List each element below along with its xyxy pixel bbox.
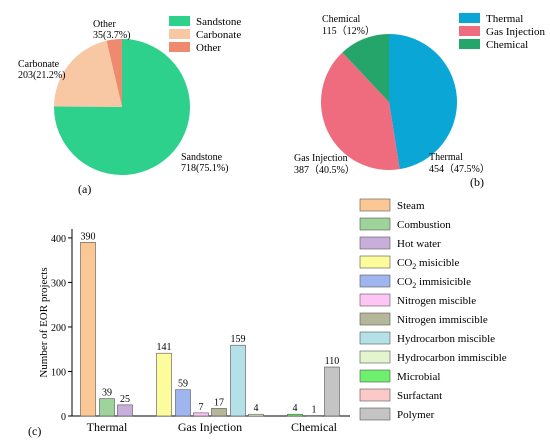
- bar-value-label: 7: [199, 402, 204, 413]
- pie-slice-thermal: [389, 34, 457, 170]
- label-value-chemical: 115（12%）: [322, 25, 375, 37]
- label-value-carbonate: 203(21.2%): [18, 70, 66, 81]
- pie-slice-carbonate: [54, 40, 123, 107]
- legend-label-other: Other: [196, 42, 221, 54]
- legend-label-co2-misicible: CO2 misicible: [397, 257, 459, 271]
- y-tick-label: 200: [51, 323, 66, 334]
- legend-swatch-gas-injection: [459, 26, 480, 36]
- legend-label-co2-immisicible: CO2 immisicible: [397, 276, 471, 290]
- legend-label-nitrogen-immiscible: Nitrogen immiscible: [397, 314, 488, 326]
- legend-label-hydrocarbon-miscible: Hydrocarbon miscible: [397, 333, 495, 345]
- x-category-label: Gas Injection: [178, 420, 242, 434]
- x-category-label: Chemical: [291, 420, 338, 434]
- bar-co2-immisicible: [175, 389, 191, 417]
- y-tick-label: 100: [51, 367, 66, 378]
- label-value-sandstone: 718(75.1%): [181, 163, 229, 174]
- legend-label-combustion: Combustion: [397, 219, 451, 231]
- panel-label-b: (b): [470, 175, 484, 189]
- label-value-other: 35(3.7%): [93, 30, 131, 41]
- label-value-thermal: 454（47.5%）: [429, 163, 490, 175]
- legend-swatch-thermal: [459, 13, 480, 23]
- bar-value-label: 4: [293, 403, 298, 414]
- bar-value-label: 1: [312, 405, 317, 416]
- legend-label-polymer: Polymer: [397, 409, 435, 421]
- y-axis-label: Number of EOR projects: [38, 267, 50, 377]
- bar-value-label: 141: [157, 342, 172, 353]
- legend-label-hot-water: Hot water: [397, 238, 441, 250]
- pie-slice-chemical: [342, 34, 389, 102]
- legend-swatch-hydrocarbon-miscible: [359, 331, 391, 345]
- legend-swatch-steam: [359, 198, 391, 212]
- bar-hot-water: [117, 404, 133, 417]
- bar-value-label: 59: [178, 379, 188, 390]
- bar-co2-misicible: [156, 352, 172, 417]
- label-name-chemical: Chemical: [322, 14, 361, 25]
- legend-swatch-surfactant: [359, 388, 391, 402]
- bar-polymer: [324, 366, 340, 417]
- legend-swatch-co2-immisicible: [359, 274, 391, 288]
- y-tick-label: 300: [51, 278, 66, 289]
- legend-swatch-nitrogen-miscible: [359, 293, 391, 307]
- legend-swatch-sandstone: [169, 16, 190, 26]
- bar-combustion: [99, 398, 115, 417]
- legend-swatch-carbonate: [169, 29, 190, 39]
- bar-value-label: 25: [120, 394, 130, 405]
- legend-label-nitrogen-miscible: Nitrogen miscible: [397, 295, 476, 307]
- legend-label-chemical: Chemical: [486, 39, 528, 51]
- x-category-label: Thermal: [87, 420, 128, 434]
- bar-hydrocarbon-miscible: [230, 344, 246, 417]
- bar-value-label: 17: [214, 397, 224, 408]
- legend-swatch-nitrogen-immiscible: [359, 312, 391, 326]
- legend-label-thermal: Thermal: [486, 13, 523, 25]
- bar-chart-eor-projects: 0 100 200 300 400 Number of EOR projects 390 39…: [38, 198, 507, 434]
- label-name-gas-injection: Gas Injection: [294, 153, 348, 164]
- legend-label-surfactant: Surfactant: [397, 390, 442, 402]
- legend-swatch-combustion: [359, 217, 391, 231]
- legend-swatch-polymer: [359, 407, 391, 421]
- label-name-thermal: Thermal: [429, 152, 463, 163]
- label-value-gas-injection: 387（40.5%）: [294, 164, 355, 176]
- bar-value-label: 390: [81, 231, 96, 242]
- panel-label-a: (a): [78, 182, 91, 196]
- legend-label-steam: Steam: [397, 200, 425, 212]
- bar-value-label: 4: [254, 403, 259, 414]
- legend-label-sandstone: Sandstone: [196, 16, 241, 28]
- bar-value-label: 39: [102, 388, 112, 399]
- legend-swatch-chemical: [459, 39, 480, 49]
- pie-slice-other: [106, 39, 122, 107]
- pie-chart-reservoir: Other35(3.7%)Carbonate203(21.2%)Sandston…: [18, 16, 241, 176]
- label-name-carbonate: Carbonate: [18, 59, 60, 70]
- legend-label-hydrocarbon-immiscible: Hydrocarbon immiscible: [397, 352, 507, 364]
- bar-nitrogen-miscible: [193, 412, 209, 417]
- legend-swatch-other: [169, 42, 190, 52]
- bar-value-label: 110: [325, 356, 340, 367]
- bar-steam: [80, 242, 96, 417]
- legend-label-gas-injection: Gas Injection: [486, 26, 545, 38]
- legend-swatch-hot-water: [359, 236, 391, 250]
- label-name-other: Other: [93, 19, 116, 30]
- bar-hydrocarbon-immiscible: [248, 413, 264, 417]
- bar-microbial: [287, 413, 303, 417]
- legend-label-microbial: Microbial: [397, 371, 440, 383]
- legend-label-carbonate: Carbonate: [196, 29, 241, 41]
- panel-label-c: (c): [28, 424, 41, 438]
- legend-swatch-co2-misicible: [359, 255, 391, 269]
- label-name-sandstone: Sandstone: [181, 152, 223, 163]
- y-tick-label: 0: [61, 412, 66, 423]
- pie-slice-sandstone: [54, 39, 191, 176]
- y-tick-label: 400: [51, 234, 66, 245]
- legend-swatch-microbial: [359, 369, 391, 383]
- pie-slice-gas-injection: [321, 52, 400, 170]
- bar-nitrogen-immiscible: [211, 408, 227, 417]
- legend-swatch-hydrocarbon-immiscible: [359, 350, 391, 364]
- bar-value-label: 159: [231, 334, 246, 345]
